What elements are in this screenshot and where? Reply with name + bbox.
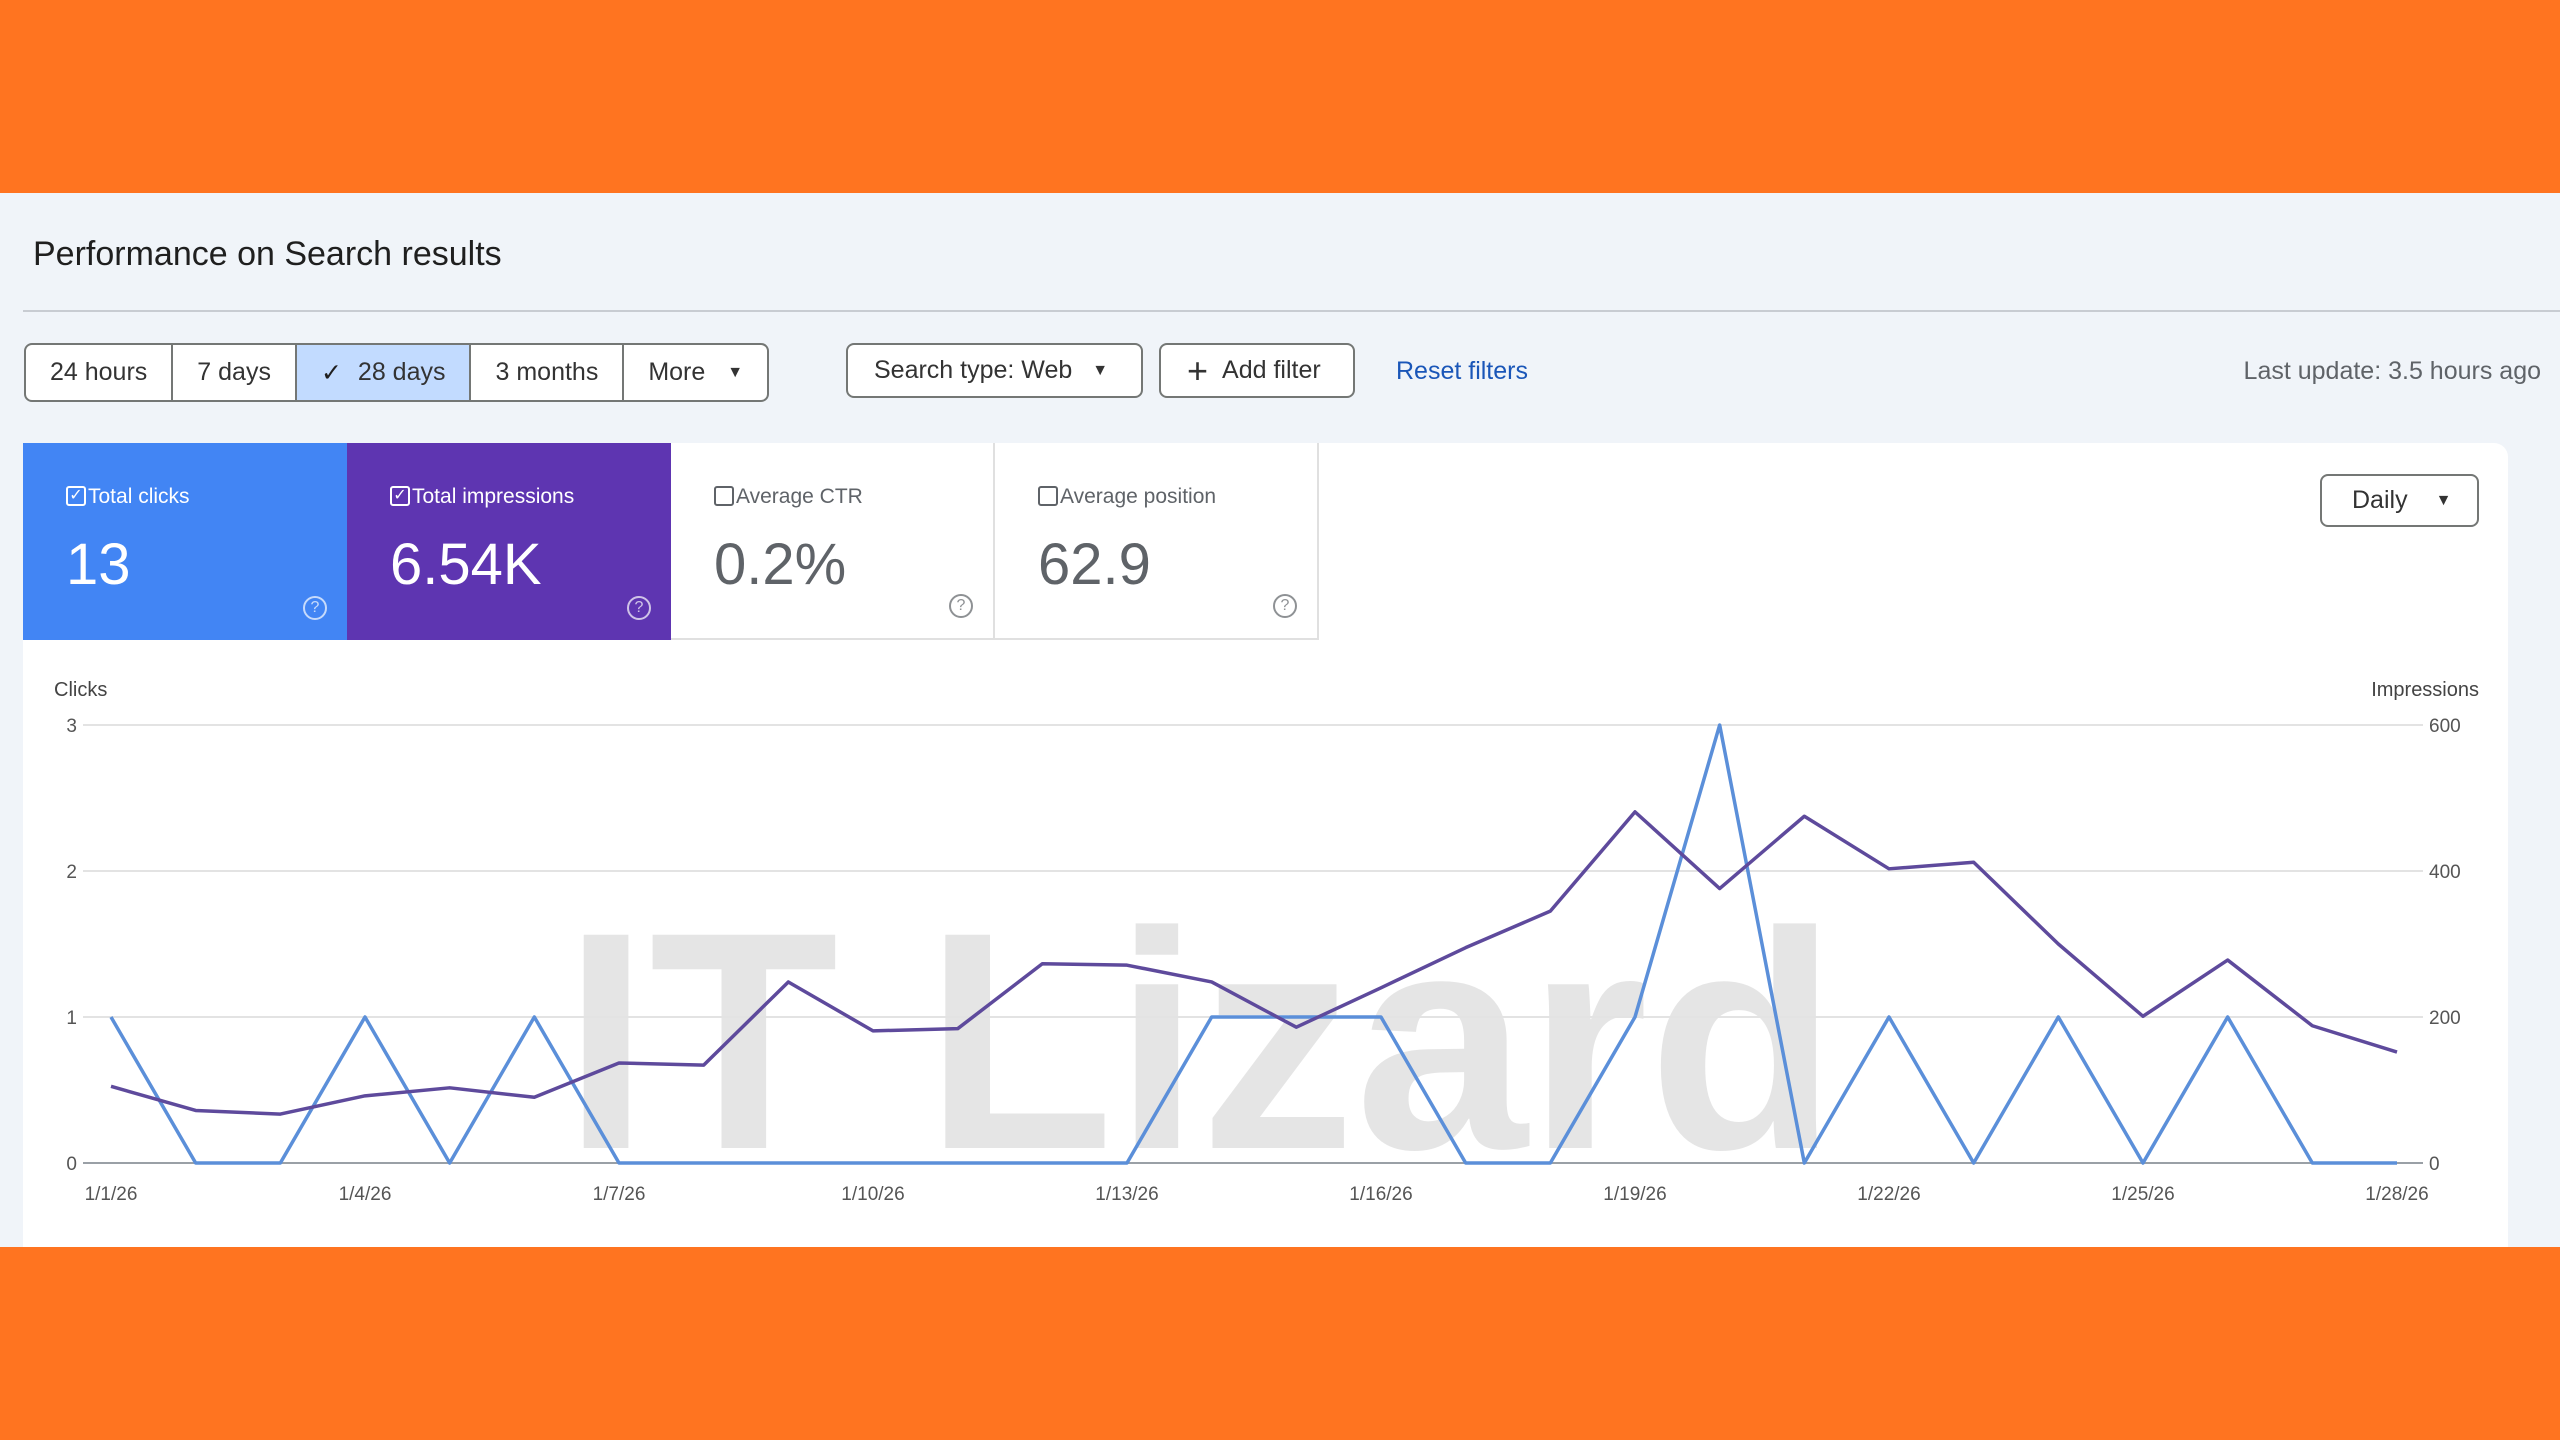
y2-axis-title: Impressions	[2371, 679, 2479, 701]
range-button[interactable]: 24 hours	[26, 345, 174, 400]
help-icon: ?	[627, 596, 651, 620]
help-icon: ?	[1273, 594, 1297, 618]
range-label: 28 days	[357, 358, 446, 386]
check-icon: ✓	[320, 358, 342, 387]
range-label: 7 days	[197, 358, 271, 386]
metric-value: 0.2%	[714, 532, 847, 597]
y-tick-label: 0	[66, 1154, 77, 1175]
x-tick-label: 1/4/26	[339, 1184, 392, 1205]
y2-tick-label: 600	[2429, 716, 2461, 737]
chart: IT Lizard Clicks Impressions 0 1 2 3 0 200 400 600…	[54, 679, 2479, 1214]
search-type-button[interactable]: Search type: Web ▼	[846, 343, 1143, 398]
x-tick-label: 1/22/26	[1857, 1184, 1920, 1205]
y2-tick-label: 400	[2429, 862, 2461, 883]
dropdown-arrow: ▼	[727, 363, 744, 381]
range-label: More	[648, 358, 706, 386]
y2-tick-label: 0	[2429, 1154, 2440, 1175]
range-label: 3 months	[495, 358, 599, 386]
range-label: 24 hours	[50, 358, 148, 386]
x-tick-label: 1/19/26	[1603, 1184, 1666, 1205]
help-icon: ?	[303, 596, 327, 620]
x-tick-label: 1/16/26	[1349, 1184, 1412, 1205]
y-axis-title: Clicks	[54, 679, 107, 701]
metric-label: Average CTR	[736, 485, 863, 508]
add-filter-label: Add filter	[1222, 356, 1321, 384]
metric-value: 13	[66, 532, 131, 597]
divider	[23, 310, 2560, 312]
x-tick-label: 1/25/26	[2111, 1184, 2174, 1205]
data-line	[110, 810, 2398, 1116]
metric-label: Total impressions	[412, 485, 575, 508]
watermark: IT Lizard	[563, 867, 1838, 1214]
checkbox	[1038, 486, 1058, 506]
page-title: Performance on Search results	[33, 235, 502, 273]
metric-tile[interactable]: ✓ Total clicks 13?	[23, 443, 347, 640]
plus-icon: +	[1187, 349, 1209, 391]
dropdown-arrow: ▼	[2435, 491, 2452, 509]
metric-tile[interactable]: ✓ Total impressions 6.54K?	[347, 443, 671, 640]
x-tick-label: 1/13/26	[1095, 1184, 1158, 1205]
granularity-button[interactable]: Daily ▼	[2320, 474, 2479, 527]
checkbox: ✓	[66, 486, 86, 506]
content: Performance on Search results 24 hours 7 …	[0, 193, 2560, 1247]
range-buttons: 24 hours 7 days ✓ 28 days 3 months More ▼	[24, 343, 770, 402]
x-tick-label: 1/10/26	[841, 1184, 904, 1205]
metric-tile[interactable]: Average position 62.9?	[995, 443, 1319, 640]
y2-tick-label: 200	[2429, 1008, 2461, 1029]
range-button[interactable]: 7 days	[173, 345, 297, 400]
checkbox: ✓	[390, 486, 410, 506]
last-update: Last update: 3.5 hours ago	[2243, 357, 2541, 385]
metric-tile[interactable]: Average CTR 0.2%?	[671, 443, 995, 640]
y-tick-label: 1	[66, 1008, 77, 1029]
x-tick-label: 1/28/26	[2365, 1184, 2428, 1205]
data-line	[109, 723, 2397, 1165]
metric-label: Average position	[1060, 485, 1217, 508]
y-tick-label: 2	[66, 862, 77, 883]
range-button[interactable]: ✓ 28 days	[296, 345, 472, 400]
x-tick-label: 1/1/26	[85, 1184, 138, 1205]
y-tick-label: 3	[66, 716, 77, 737]
add-filter-button[interactable]: + Add filter	[1159, 343, 1355, 398]
help-icon: ?	[949, 594, 973, 618]
range-button[interactable]: More ▼	[624, 345, 767, 400]
metric-label: Total clicks	[88, 485, 190, 508]
metric-value: 6.54K	[390, 532, 542, 597]
checkbox	[714, 486, 734, 506]
dropdown-arrow: ▼	[1092, 361, 1109, 379]
x-tick-label: 1/7/26	[593, 1184, 646, 1205]
range-button[interactable]: 3 months	[471, 345, 625, 400]
search-type-label: Search type: Web	[874, 356, 1073, 384]
granularity-label: Daily	[2352, 486, 2408, 514]
chart-card: Daily ▼ IT Lizard Clicks Impressions 0 1 2 3 0 20…	[23, 443, 2508, 1247]
metric-value: 62.9	[1038, 532, 1151, 597]
reset-filters[interactable]: Reset filters	[1396, 357, 1528, 385]
